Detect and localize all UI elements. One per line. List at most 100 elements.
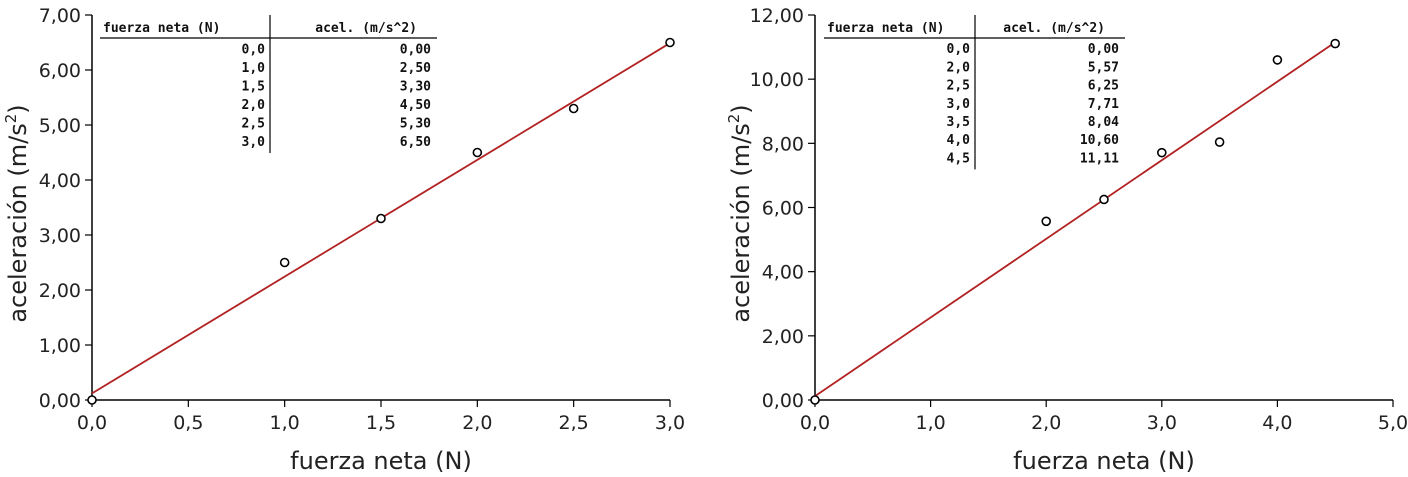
data-point <box>568 103 579 114</box>
table-cell-force: 4,0 <box>947 133 971 148</box>
y-tick-label: 2,00 <box>39 280 81 302</box>
x-tick-label: 3,0 <box>1147 412 1177 434</box>
table-row: 2,5 5,30 <box>242 117 432 132</box>
x-tick-label: 0,0 <box>77 412 107 434</box>
table-cell-force: 3,5 <box>947 115 970 130</box>
y-tick-label: 0,00 <box>762 390 804 412</box>
y-axis-title-close: ) <box>727 104 755 113</box>
table-cell-force: 3,0 <box>242 135 266 150</box>
data-point <box>87 395 97 405</box>
table-cell-force: 3,0 <box>947 97 971 112</box>
y-axis-title-main: aceleración (m/s <box>4 123 32 322</box>
x-tick-label: 1,0 <box>915 412 945 434</box>
table-header-accel: acel. (m/s^2) <box>315 21 417 36</box>
y-tick-label: 4,00 <box>39 170 81 192</box>
table-row: 1,0 2,50 <box>242 61 432 76</box>
chart-2: 0,0 1,0 2,0 3,0 4,0 5,0 0,00 2,00 4,00 6,00 8,00 10… <box>725 5 1408 475</box>
table-header-force: fuerza neta (N) <box>103 21 220 36</box>
y-axis-title: aceleración (m/s2) <box>2 104 32 322</box>
table-cell-accel: 6,25 <box>1088 79 1119 94</box>
y-tick-label: 3,00 <box>39 225 81 247</box>
x-tick-label: 5,0 <box>1378 412 1408 434</box>
x-tick-label: 2,0 <box>462 412 492 434</box>
fit-line <box>814 41 1336 397</box>
data-point <box>1214 137 1225 147</box>
y-tick-label: 10,00 <box>750 69 804 91</box>
y-tick-label: 4,00 <box>762 262 804 284</box>
y-axis-title-main: aceleración (m/s <box>727 123 755 322</box>
table-cell-accel: 11,11 <box>1080 151 1119 166</box>
y-tick-label: 8,00 <box>762 133 804 155</box>
table-row: 3,0 7,71 <box>947 97 1120 112</box>
y-tick-label: 0,00 <box>39 390 81 412</box>
data-point <box>1157 147 1167 158</box>
table-cell-force: 4,5 <box>947 151 970 166</box>
table-cell-accel: 8,04 <box>1088 115 1119 130</box>
y-tick-label: 7,00 <box>39 5 81 27</box>
table-row: 2,5 6,25 <box>947 79 1119 94</box>
x-tick-label: 0,5 <box>173 412 203 434</box>
data-point <box>376 213 386 224</box>
table-cell-force: 1,5 <box>242 80 265 95</box>
table-header-accel: acel. (m/s^2) <box>1003 21 1105 36</box>
y-tick-label: 5,00 <box>39 115 81 137</box>
data-point <box>1330 38 1340 49</box>
table-cell-accel: 0,00 <box>1088 42 1119 57</box>
data-point <box>665 37 675 48</box>
table-row: 0,0 0,00 <box>947 42 1120 57</box>
data-point <box>472 147 483 158</box>
table-row: 1,5 3,30 <box>242 80 432 95</box>
table-cell-force: 2,0 <box>242 98 266 113</box>
table-cell-accel: 2,50 <box>400 61 431 76</box>
x-tick-label: 2,0 <box>1031 412 1061 434</box>
table-cell-accel: 5,57 <box>1088 60 1119 75</box>
x-tick-label: 4,0 <box>1262 412 1292 434</box>
table-cell-accel: 10,60 <box>1080 133 1119 148</box>
table-cell-accel: 4,50 <box>400 98 431 113</box>
x-tick-label: 3,0 <box>655 412 685 434</box>
table-row: 3,5 8,04 <box>947 115 1120 130</box>
y-tick-label: 1,00 <box>39 335 81 357</box>
y-axis-title-close: ) <box>4 104 32 113</box>
table-cell-accel: 0,00 <box>400 43 431 58</box>
x-tick-label: 1,5 <box>366 412 396 434</box>
table-cell-accel: 6,50 <box>400 135 431 150</box>
table-header-force: fuerza neta (N) <box>827 21 944 36</box>
table-cell-force: 1,0 <box>242 61 266 76</box>
table-cell-force: 2,5 <box>242 117 265 132</box>
y-tick-label: 6,00 <box>762 198 804 220</box>
table-cell-accel: 7,71 <box>1088 97 1119 112</box>
table-row: 4,0 10,60 <box>947 133 1120 148</box>
table-cell-force: 2,5 <box>947 79 970 94</box>
table-row: 4,5 11,11 <box>947 151 1120 166</box>
table-cell-force: 0,0 <box>242 43 266 58</box>
x-axis-title: fuerza neta (N) <box>290 447 472 475</box>
table-cell-force: 2,0 <box>947 60 971 75</box>
table-row: 2,0 4,50 <box>242 98 432 113</box>
y-tick-label: 2,00 <box>762 326 804 348</box>
data-point <box>279 257 290 268</box>
data-point <box>810 395 820 405</box>
x-axis-title: fuerza neta (N) <box>1013 447 1195 475</box>
y-tick-label: 6,00 <box>39 60 81 82</box>
table-cell-accel: 3,30 <box>400 80 431 95</box>
x-tick-label: 0,0 <box>800 412 830 434</box>
table-row: 2,0 5,57 <box>947 60 1119 75</box>
table-row: 0,0 0,00 <box>242 43 432 58</box>
x-tick-label: 2,5 <box>559 412 589 434</box>
data-table: fuerza neta (N) acel. (m/s^2) 0,0 0,00 1,0 2,… <box>100 15 437 153</box>
table-cell-accel: 5,30 <box>400 117 431 132</box>
data-table: fuerza neta (N) acel. (m/s^2) 0,0 0,00 2,0 5,… <box>824 15 1125 170</box>
chart-1: 0,0 0,5 1,0 1,5 2,0 2,5 3,0 0,00 1,00 2,00 3,00 4,0… <box>2 5 685 475</box>
y-axis-title-superscript: 2 <box>2 114 20 124</box>
y-axis-title: aceleración (m/s2) <box>725 104 755 322</box>
data-point <box>1272 55 1283 65</box>
data-point <box>1099 194 1109 205</box>
y-tick-label: 12,00 <box>750 5 804 27</box>
table-cell-force: 0,0 <box>947 42 971 57</box>
x-tick-label: 1,0 <box>270 412 300 434</box>
table-row: 3,0 6,50 <box>242 135 432 150</box>
y-axis-title-superscript: 2 <box>725 114 743 124</box>
data-point <box>1041 216 1051 227</box>
